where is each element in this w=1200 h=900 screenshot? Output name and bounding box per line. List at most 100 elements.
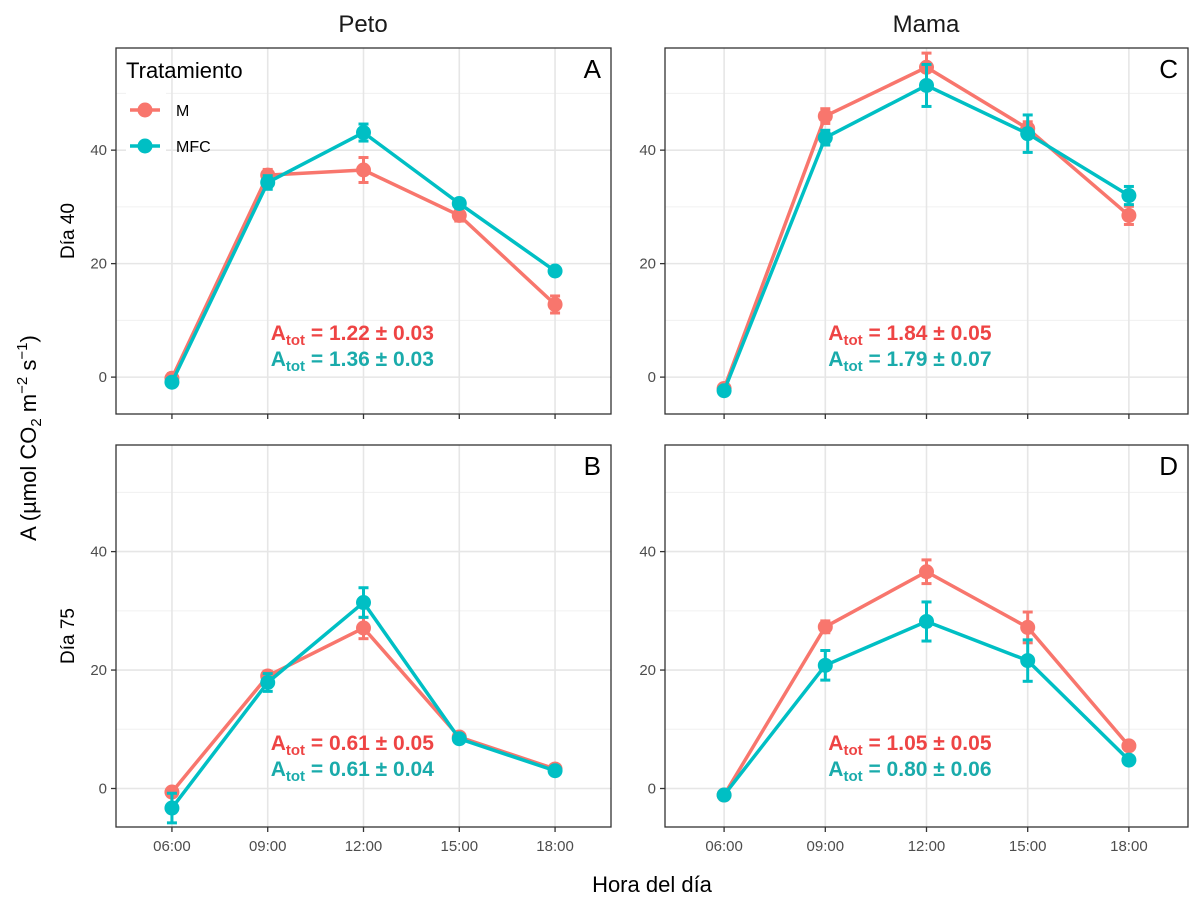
x-tick-label: 15:00 (1009, 838, 1047, 855)
y-title-sup1: −2 (14, 377, 31, 394)
data-point-mfc (716, 383, 732, 399)
atot-subscript: tot (843, 358, 862, 375)
x-tick-label: 18:00 (536, 838, 574, 855)
data-point-mfc (919, 613, 934, 629)
panel-tag-label: A (584, 54, 602, 84)
atot-value: = 1.05 ± 0.05 (863, 732, 992, 755)
y-tick-label: 40 (90, 544, 107, 561)
data-point-mfc (716, 787, 732, 803)
data-point-m (356, 162, 371, 178)
x-tick-label: 06:00 (153, 838, 191, 855)
data-point-mfc (1020, 653, 1036, 669)
y-tick-label: 40 (639, 544, 656, 561)
atot-symbol: A (271, 348, 286, 371)
x-tick-label: 09:00 (807, 838, 845, 855)
panel-d: 0 20 40 06:00 09:00 12:00 15:00 18:00 D Atot = 1.… (639, 444, 1189, 855)
x-tick-label: 12:00 (908, 838, 946, 855)
data-point-mfc (817, 657, 833, 673)
data-point-mfc (547, 763, 563, 779)
atot-annotation-m: Atot = 1.22 ± 0.03 (271, 322, 434, 349)
strip-title-mama: Mama (893, 11, 960, 38)
data-point-m (451, 207, 467, 223)
legend-label-mfc: MFC (176, 139, 211, 156)
y-tick-label: 20 (639, 662, 656, 679)
atot-subscript: tot (286, 332, 305, 349)
atot-symbol: A (828, 322, 843, 345)
y-title-end: ) (16, 335, 41, 342)
x-tick-label: 15:00 (441, 838, 479, 855)
atot-symbol: A (828, 758, 843, 781)
y-title-unit2: m (16, 394, 41, 418)
y-tick-label: 0 (99, 781, 107, 798)
y-title-unit3: s (16, 360, 41, 377)
atot-value: = 0.61 ± 0.04 (305, 758, 434, 781)
data-point-mfc (1020, 126, 1036, 142)
panel-tag-label: B (584, 451, 601, 481)
y-axis-title: A (µmol CO2 m−2 s−1) (14, 335, 45, 541)
data-point-m (547, 296, 563, 312)
atot-symbol: A (271, 758, 286, 781)
x-tick-label: 18:00 (1110, 838, 1148, 855)
data-point-mfc (260, 674, 276, 690)
y-tick-label: 20 (90, 256, 107, 273)
panel-border (664, 47, 1189, 415)
panel-border (115, 47, 612, 415)
y-tick-label: 20 (90, 662, 107, 679)
data-point-m (1020, 619, 1036, 635)
atot-subscript: tot (843, 768, 862, 785)
panel-border (664, 444, 1189, 828)
y-title-sub: 2 (28, 418, 45, 426)
atot-symbol: A (271, 732, 286, 755)
atot-annotation-m: Atot = 1.05 ± 0.05 (828, 732, 992, 759)
y-tick-label: 20 (639, 256, 656, 273)
atot-subscript: tot (843, 332, 862, 349)
x-axis-title: Hora del día (592, 872, 713, 897)
y-title-main: A ( (16, 513, 41, 541)
x-tick-label: 09:00 (249, 838, 287, 855)
y-tick-label: 0 (99, 369, 107, 386)
atot-subscript: tot (286, 742, 305, 759)
data-point-m (1121, 207, 1137, 223)
data-point-mfc (260, 174, 276, 190)
atot-symbol: A (828, 348, 843, 371)
y-tick-label: 40 (90, 142, 107, 159)
data-point-m (356, 620, 371, 636)
data-point-mfc (919, 77, 934, 93)
data-point-mfc (164, 374, 180, 390)
atot-annotation-mfc: Atot = 0.80 ± 0.06 (828, 758, 991, 785)
atot-annotation-mfc: Atot = 0.61 ± 0.04 (271, 758, 435, 785)
legend-key-point (137, 138, 153, 154)
atot-value: = 1.36 ± 0.03 (305, 348, 434, 371)
y-tick-label: 40 (639, 142, 656, 159)
atot-symbol: A (828, 732, 843, 755)
data-point-mfc (356, 595, 371, 611)
atot-subscript: tot (286, 358, 305, 375)
legend-key-point (137, 102, 153, 118)
atot-annotation-m: Atot = 0.61 ± 0.05 (271, 732, 435, 759)
y-tick-label: 0 (648, 781, 656, 798)
atot-value: = 1.79 ± 0.07 (863, 348, 992, 371)
atot-subscript: tot (286, 768, 305, 785)
atot-symbol: A (271, 322, 286, 345)
legend-label-m: M (176, 103, 189, 120)
panel-border (115, 444, 612, 828)
data-point-mfc (451, 731, 467, 747)
y-tick-label: 0 (648, 369, 656, 386)
x-tick-label: 06:00 (705, 838, 743, 855)
data-point-m (817, 619, 833, 635)
data-point-mfc (164, 800, 180, 816)
atot-value: = 0.80 ± 0.06 (863, 758, 992, 781)
atot-value: = 1.22 ± 0.03 (305, 322, 434, 345)
row-label-dia-40: Día 40 (58, 203, 79, 259)
atot-subscript: tot (843, 742, 862, 759)
row-label-dia-75: Día 75 (58, 608, 79, 664)
data-point-mfc (1121, 188, 1137, 204)
y-title-unit1: µmol CO (16, 427, 41, 514)
data-point-mfc (817, 130, 833, 146)
panel-tag-label: D (1159, 451, 1178, 481)
data-point-m (1121, 738, 1137, 754)
panel-b: 0 20 40 06:00 09:00 12:00 15:00 18:00 B Atot = 0.… (90, 444, 612, 855)
